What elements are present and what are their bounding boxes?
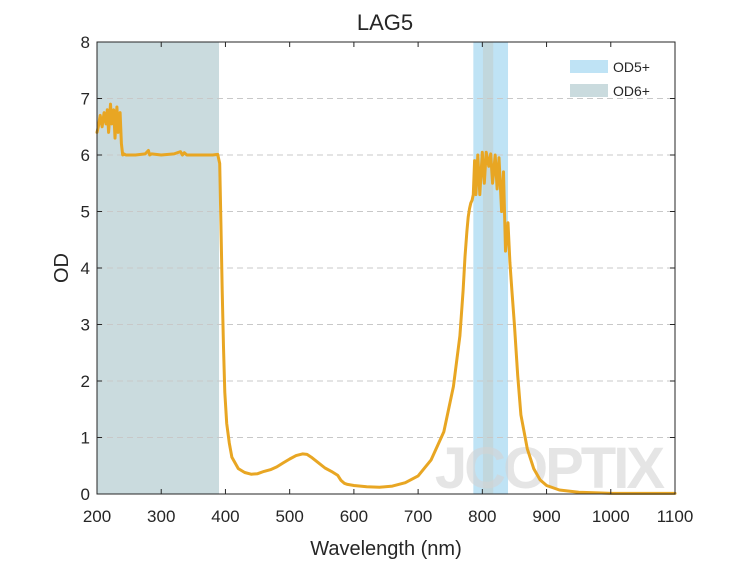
y-tick-label: 7 — [81, 90, 90, 109]
x-tick-label: 1000 — [592, 507, 630, 526]
x-tick-label: 900 — [532, 507, 560, 526]
y-tick-label: 2 — [81, 372, 90, 391]
x-tick-label: 700 — [404, 507, 432, 526]
legend-swatch-od6 — [570, 84, 608, 97]
legend: OD5+ OD6+ — [570, 59, 650, 99]
chart-title: LAG5 — [357, 10, 413, 35]
x-axis-label: Wavelength (nm) — [310, 538, 462, 560]
watermark-logo: JCOPTIX — [435, 436, 665, 501]
y-tick-label: 3 — [81, 316, 90, 335]
x-tick-label: 600 — [340, 507, 368, 526]
y-tick-label: 4 — [81, 259, 90, 278]
y-tick-label: 0 — [81, 485, 90, 504]
x-tick-label: 200 — [83, 507, 111, 526]
x-tick-label: 400 — [211, 507, 239, 526]
y-tick-label: 1 — [81, 429, 90, 448]
y-tick-label: 8 — [81, 33, 90, 52]
legend-swatch-od5 — [570, 60, 608, 73]
y-tick-label: 6 — [81, 146, 90, 165]
legend-label-od5: OD5+ — [613, 59, 650, 75]
y-tick-label: 5 — [81, 203, 90, 222]
legend-label-od6: OD6+ — [613, 83, 650, 99]
x-tick-label: 800 — [468, 507, 496, 526]
x-tick-label: 300 — [147, 507, 175, 526]
y-axis-label: OD — [51, 253, 73, 283]
series-line-0 — [95, 102, 677, 495]
x-tick-label: 1100 — [657, 507, 694, 526]
x-tick-label: 500 — [275, 507, 303, 526]
